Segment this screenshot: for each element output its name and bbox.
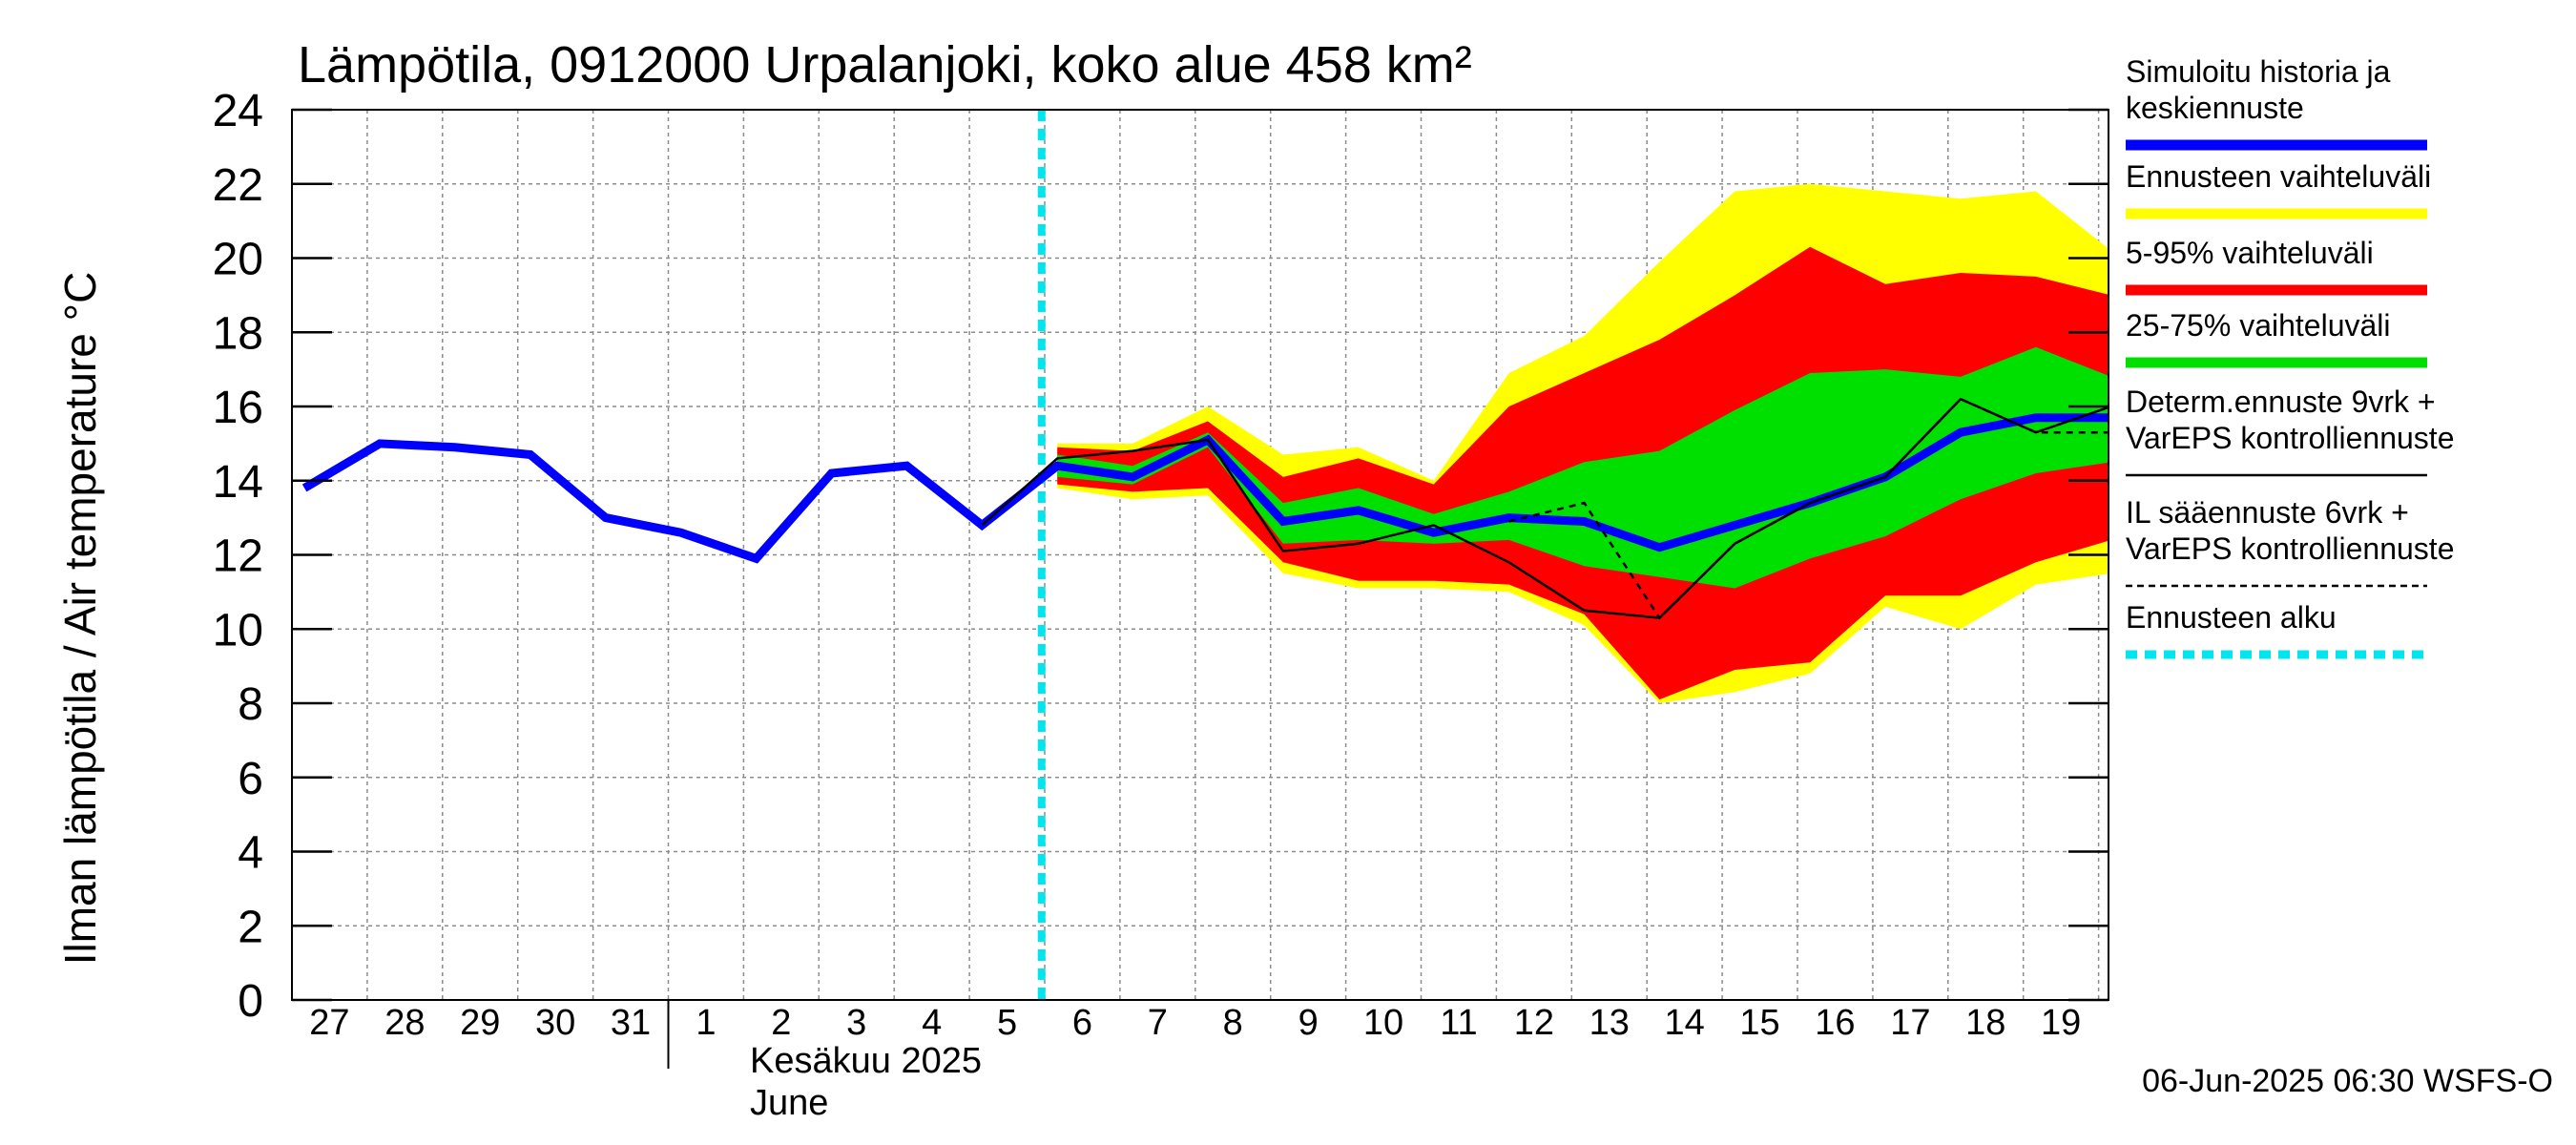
x-tick-label: 31 [611, 1003, 651, 1043]
x-tick-label: 27 [309, 1003, 349, 1043]
y-tick-label: 14 [213, 457, 263, 508]
chart-title: Lämpötila, 0912000 Urpalanjoki, koko alu… [298, 36, 1472, 94]
x-tick-label: 10 [1363, 1003, 1403, 1043]
month-label-fi: Kesäkuu 2025 [750, 1041, 982, 1081]
legend-label: 25-75% vaihteluväli [2126, 308, 2391, 343]
x-tick-label: 29 [460, 1003, 500, 1043]
x-tick-label: 18 [1965, 1003, 2005, 1043]
y-tick-label: 2 [238, 902, 263, 952]
y-tick-label: 18 [213, 308, 263, 359]
y-tick-label: 12 [213, 531, 263, 582]
series-lines [301, 397, 2109, 620]
x-tick-label: 15 [1739, 1003, 1779, 1043]
x-tick-label: 3 [846, 1003, 866, 1043]
legend-label: Ennusteen vaihteluväli [2126, 159, 2431, 194]
y-tick-label: 24 [213, 86, 263, 136]
x-tick-label: 14 [1665, 1003, 1705, 1043]
timestamp-footer: 06-Jun-2025 06:30 WSFS-O [2142, 1063, 2553, 1099]
legend-label: Simuloitu historia ja [2126, 54, 2391, 89]
x-tick-label: 8 [1223, 1003, 1243, 1043]
x-tick-label: 30 [535, 1003, 575, 1043]
y-axis-label: Ilman lämpötila / Air temperature °C [55, 272, 105, 966]
x-tick-label: 1 [696, 1003, 716, 1043]
legend-label: IL sääennuste 6vrk + [2126, 495, 2409, 530]
band-25-75-vaihteluv-li [1057, 346, 2109, 589]
x-tick-label: 16 [1815, 1003, 1855, 1043]
x-tick-label: 12 [1514, 1003, 1554, 1043]
x-tick-label: 17 [1890, 1003, 1930, 1043]
y-tick-label: 8 [238, 679, 263, 730]
y-tick-label: 10 [213, 605, 263, 656]
y-tick-label: 22 [213, 160, 263, 211]
x-tick-label: 5 [997, 1003, 1017, 1043]
legend-label: Ennusteen alku [2126, 600, 2337, 635]
x-tick-label: 19 [2041, 1003, 2081, 1043]
y-tick-label: 6 [238, 754, 263, 804]
month-label-en: June [750, 1083, 828, 1123]
x-tick-label: 13 [1589, 1003, 1630, 1043]
y-tick-label: 0 [238, 976, 263, 1027]
x-tick-label: 7 [1148, 1003, 1168, 1043]
x-tick-label: 28 [384, 1003, 425, 1043]
y-tick-label: 4 [238, 828, 263, 879]
x-tick-label: 6 [1072, 1003, 1092, 1043]
bands [1057, 183, 2109, 703]
legend-label: Determ.ennuste 9vrk + [2126, 385, 2436, 419]
legend-label: VarEPS kontrolliennuste [2126, 421, 2454, 455]
y-tick-label: 20 [213, 235, 263, 285]
x-tick-label: 11 [1440, 1003, 1477, 1043]
legend-label: 5-95% vaihteluväli [2126, 236, 2374, 270]
series-deterministic-line [981, 397, 2109, 619]
y-tick-label: 16 [213, 383, 263, 433]
legend-label: VarEPS kontrolliennuste [2126, 531, 2454, 566]
x-tick-label: 2 [771, 1003, 791, 1043]
x-tick-label: 9 [1298, 1003, 1319, 1043]
legend-label: keskiennuste [2126, 91, 2304, 125]
x-tick-label: 4 [922, 1003, 942, 1043]
